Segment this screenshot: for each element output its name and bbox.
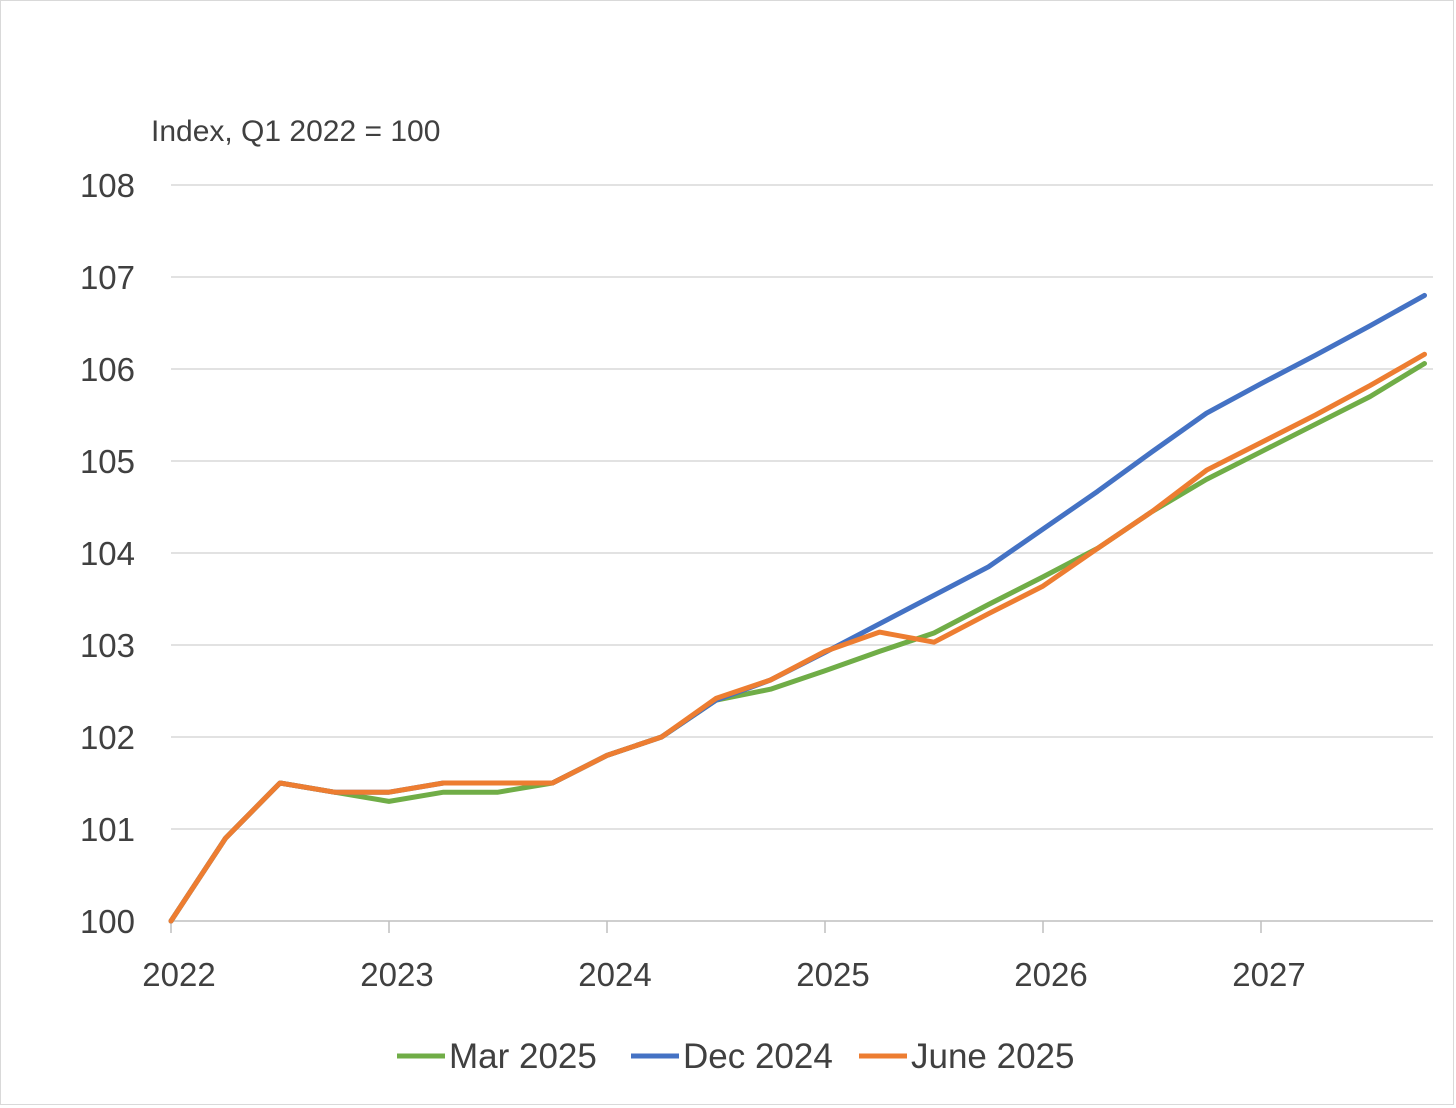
x-tick-2027: 2027 bbox=[1232, 956, 1305, 993]
legend-label-mar-2025: Mar 2025 bbox=[449, 1037, 597, 1076]
series-lines bbox=[168, 292, 1427, 924]
x-tick-2025: 2025 bbox=[796, 956, 869, 993]
y-tick-106: 106 bbox=[80, 351, 135, 388]
y-axis-unit-label: Index, Q1 2022 = 100 bbox=[151, 115, 440, 148]
legend-label-june-2025: June 2025 bbox=[911, 1037, 1074, 1076]
series-line-dec-2024 bbox=[168, 292, 1427, 924]
gridlines bbox=[171, 184, 1433, 830]
series-line-mar-2025 bbox=[168, 361, 1427, 924]
x-axis bbox=[170, 920, 1433, 933]
y-tick-102: 102 bbox=[80, 719, 135, 756]
x-tick-2026: 2026 bbox=[1014, 956, 1087, 993]
series-line-june-2025 bbox=[168, 351, 1427, 924]
y-tick-103: 103 bbox=[80, 627, 135, 664]
x-tick-2023: 2023 bbox=[360, 956, 433, 993]
x-tick-labels: 2022 2023 2024 2025 2026 2027 bbox=[142, 956, 1305, 993]
y-tick-107: 107 bbox=[80, 259, 135, 296]
legend-label-dec-2024: Dec 2024 bbox=[683, 1037, 833, 1076]
y-tick-101: 101 bbox=[80, 811, 135, 848]
y-tick-104: 104 bbox=[80, 535, 135, 572]
y-tick-105: 105 bbox=[80, 443, 135, 480]
x-tick-2022: 2022 bbox=[142, 956, 215, 993]
y-tick-100: 100 bbox=[80, 903, 135, 940]
y-tick-labels: 100 101 102 103 104 105 106 107 108 bbox=[80, 167, 135, 940]
x-tick-2024: 2024 bbox=[578, 956, 651, 993]
legend: Mar 2025 Dec 2024 June 2025 bbox=[397, 1037, 1074, 1076]
y-tick-108: 108 bbox=[80, 167, 135, 204]
